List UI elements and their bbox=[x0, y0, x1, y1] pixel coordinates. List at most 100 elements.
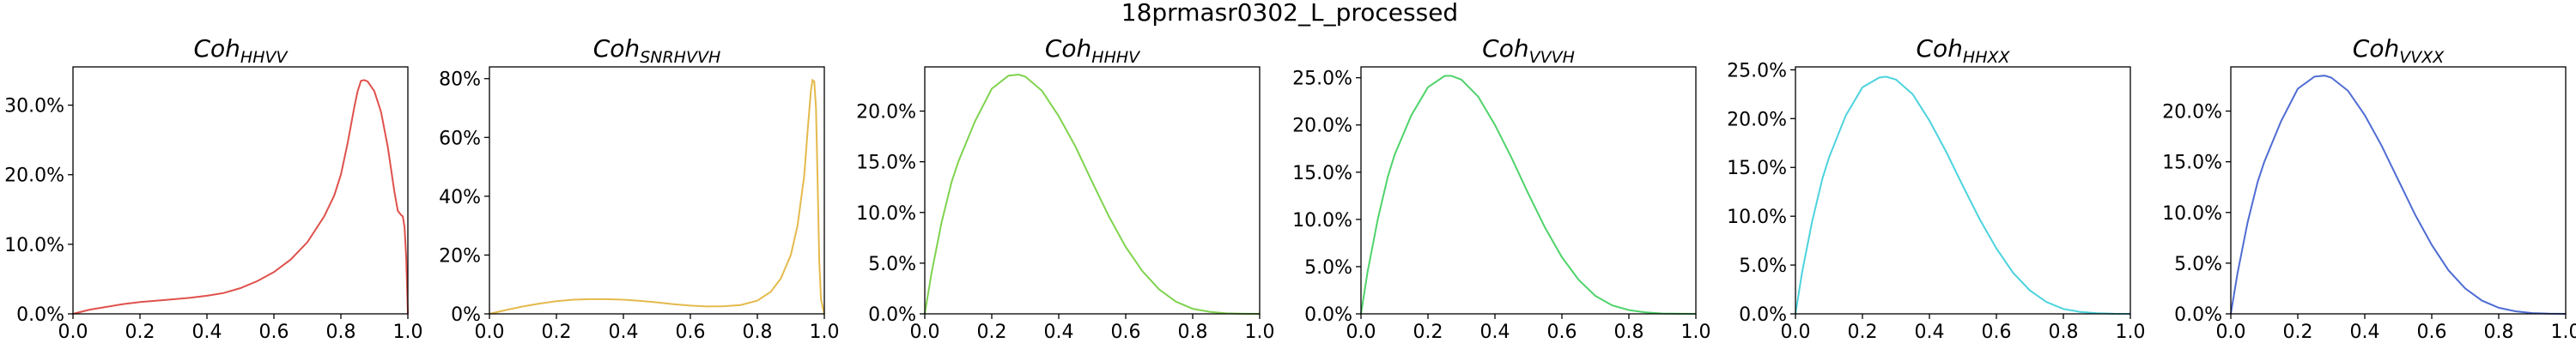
plot-frame bbox=[2230, 66, 2567, 315]
panel-title: CohHHXX bbox=[1916, 34, 2010, 67]
x-tick-label: 0.4 bbox=[1480, 322, 1510, 343]
y-tick-label: 30.0% bbox=[4, 96, 64, 117]
y-tick-label: 0.0% bbox=[2174, 304, 2222, 326]
x-tick-label: 0.2 bbox=[542, 322, 572, 343]
x-tick-label: 0.2 bbox=[2283, 322, 2313, 343]
y-tick-label: 0% bbox=[451, 304, 481, 326]
y-tick-label: 10.0% bbox=[2162, 203, 2222, 225]
x-tick-label: 0.8 bbox=[326, 322, 356, 343]
x-tick-label: 0.0 bbox=[475, 322, 505, 343]
panel-title-subscript: HHXX bbox=[1963, 48, 2011, 67]
panel-title-subscript: SNRHVVH bbox=[640, 48, 720, 67]
plot-frame bbox=[1360, 66, 1697, 315]
panel-title-base: Coh bbox=[2353, 34, 2399, 63]
y-tick-label: 20.0% bbox=[4, 165, 64, 187]
x-tick-label: 0.6 bbox=[2417, 322, 2447, 343]
x-tick-label: 0.4 bbox=[609, 322, 639, 343]
data-line bbox=[72, 79, 409, 315]
chart-panel-5: CohHHXX 0.0 0.2 0.4 0.6 0.8 1.0 0.0% 5.0% 10.0% 15… bbox=[1727, 34, 2145, 343]
y-tick-label: 15.0% bbox=[2162, 153, 2222, 174]
panel-title: CohSNRHVVH bbox=[593, 34, 720, 67]
panel-title-subscript: VVVH bbox=[1529, 48, 1575, 67]
y-tick-label: 40% bbox=[439, 187, 481, 208]
data-line bbox=[1360, 75, 1697, 315]
panel-title: CohHHVV bbox=[193, 34, 289, 67]
y-tick-label: 80% bbox=[439, 69, 481, 91]
panel-title: CohVVXX bbox=[2353, 34, 2445, 67]
x-tick-label: 0.0 bbox=[1346, 322, 1376, 343]
chart-panel-1: CohHHVV 0.0 0.2 0.4 0.6 0.8 1.0 0.0% 10.0% 20.0% 3… bbox=[4, 34, 422, 343]
y-tick-label: 5.0% bbox=[1304, 257, 1352, 279]
y-tick-label: 10.0% bbox=[1292, 210, 1352, 232]
y-tick-label: 20.0% bbox=[856, 102, 916, 123]
x-tick-label: 0.2 bbox=[1848, 322, 1878, 343]
y-tick-label: 5.0% bbox=[868, 254, 916, 275]
y-tick-label: 0.0% bbox=[868, 304, 916, 326]
panel-title-base: Coh bbox=[1045, 34, 1091, 63]
x-tick-label: 1.0 bbox=[393, 322, 423, 343]
x-tick-label: 0.2 bbox=[977, 322, 1007, 343]
x-tick-label: 1.0 bbox=[1681, 322, 1711, 343]
data-line bbox=[2230, 75, 2567, 315]
x-tick-label: 0.4 bbox=[1044, 322, 1074, 343]
panel-title-base: Coh bbox=[1916, 34, 1962, 63]
y-tick-label: 15.0% bbox=[1727, 158, 1787, 179]
x-tick-label: 0.8 bbox=[743, 322, 773, 343]
y-tick-label: 20% bbox=[439, 245, 481, 267]
x-tick-label: 0.4 bbox=[192, 322, 222, 343]
x-tick-label: 0.2 bbox=[1413, 322, 1443, 343]
x-tick-label: 0.8 bbox=[2049, 322, 2079, 343]
x-tick-label: 0.4 bbox=[1915, 322, 1945, 343]
y-tick-label: 20.0% bbox=[2162, 102, 2222, 123]
y-tick-label: 10.0% bbox=[856, 203, 916, 225]
chart-panel-6: CohVVXX 0.0 0.2 0.4 0.6 0.8 1.0 0.0% 5.0% 10.0% 15… bbox=[2162, 34, 2576, 343]
x-tick-label: 0.0 bbox=[910, 322, 940, 343]
figure-title: 18prmasr0302_L_processed bbox=[1121, 0, 1458, 27]
x-tick-label: 0.8 bbox=[1614, 322, 1644, 343]
plot-frame bbox=[489, 66, 825, 315]
chart-panel-2: CohSNRHVVH 0.0 0.2 0.4 0.6 0.8 1.0 0% 20% 40% 60% 8… bbox=[439, 34, 839, 343]
x-tick-label: 1.0 bbox=[2551, 322, 2576, 343]
y-tick-label: 5.0% bbox=[1739, 256, 1787, 277]
data-line bbox=[1795, 75, 2131, 315]
y-tick-label: 0.0% bbox=[16, 304, 64, 326]
plot-frame bbox=[924, 66, 1261, 315]
y-tick-label: 0.0% bbox=[1739, 304, 1787, 326]
panel-title-base: Coh bbox=[593, 34, 640, 63]
panel-title: CohVVVH bbox=[1482, 34, 1575, 67]
panel-title-base: Coh bbox=[1482, 34, 1528, 63]
y-tick-label: 0.0% bbox=[1304, 304, 1352, 326]
y-tick-label: 25.0% bbox=[1292, 69, 1352, 90]
y-tick-label: 15.0% bbox=[856, 153, 916, 174]
y-tick-label: 20.0% bbox=[1292, 116, 1352, 137]
plot-frame bbox=[72, 66, 409, 315]
x-tick-label: 0.0 bbox=[2216, 322, 2246, 343]
y-tick-label: 25.0% bbox=[1727, 60, 1787, 81]
x-tick-label: 0.4 bbox=[2350, 322, 2380, 343]
panel-title: CohHHHV bbox=[1045, 34, 1141, 67]
x-tick-label: 0.8 bbox=[2484, 322, 2514, 343]
data-line bbox=[489, 78, 825, 315]
y-tick-label: 15.0% bbox=[1292, 163, 1352, 184]
x-tick-label: 0.2 bbox=[125, 322, 155, 343]
chart-panel-4: CohVVVH 0.0 0.2 0.4 0.6 0.8 1.0 0.0% 5.0% 10.0% 15… bbox=[1292, 34, 1710, 343]
x-tick-label: 0.6 bbox=[676, 322, 706, 343]
panel-title-subscript: HHHV bbox=[1091, 48, 1141, 67]
y-tick-label: 10.0% bbox=[4, 235, 64, 256]
x-tick-label: 0.6 bbox=[1982, 322, 2012, 343]
x-tick-label: 1.0 bbox=[2116, 322, 2146, 343]
panel-title-base: Coh bbox=[193, 34, 240, 63]
x-tick-label: 0.0 bbox=[58, 322, 88, 343]
plot-frame bbox=[1795, 66, 2131, 315]
x-tick-label: 0.6 bbox=[1111, 322, 1141, 343]
x-tick-label: 1.0 bbox=[1245, 322, 1275, 343]
data-line bbox=[924, 73, 1261, 315]
panel-title-subscript: VVXX bbox=[2399, 48, 2445, 67]
y-tick-label: 5.0% bbox=[2174, 254, 2222, 275]
x-tick-label: 1.0 bbox=[810, 322, 840, 343]
chart-panel-3: CohHHHV 0.0 0.2 0.4 0.6 0.8 1.0 0.0% 5.0% 10.0% 15… bbox=[856, 34, 1274, 343]
y-tick-label: 10.0% bbox=[1727, 207, 1787, 228]
y-tick-label: 20.0% bbox=[1727, 109, 1787, 130]
x-tick-label: 0.8 bbox=[1178, 322, 1208, 343]
